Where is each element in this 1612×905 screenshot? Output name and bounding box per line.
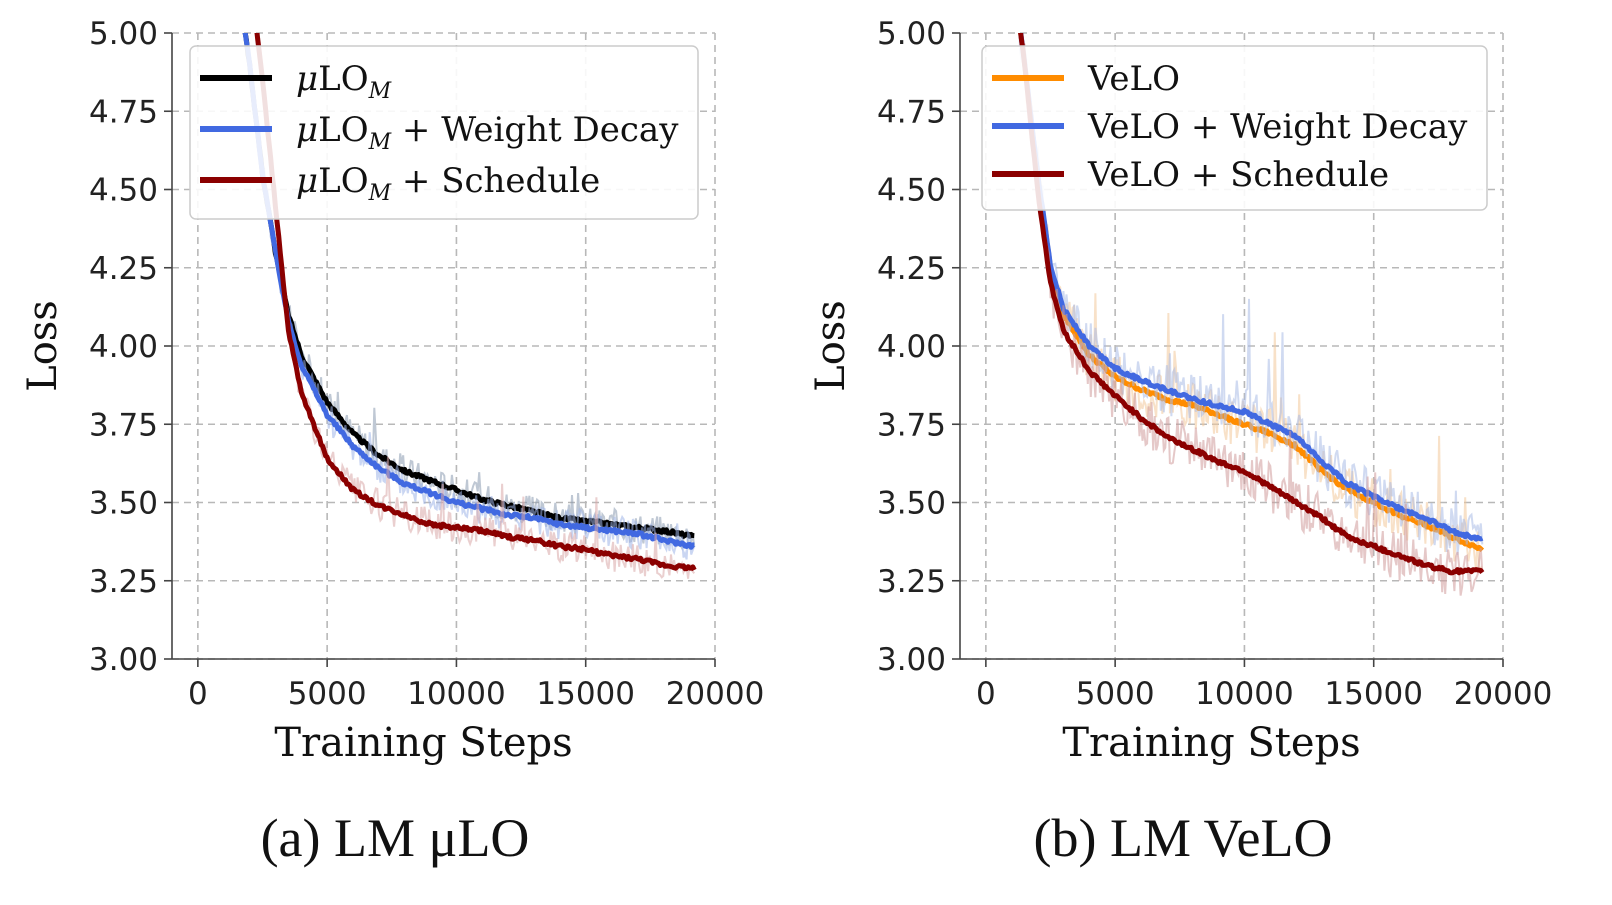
- y-tick-label: 3.25: [89, 564, 158, 600]
- series-line-2: [254, 33, 697, 572]
- x-tick-label: 20000: [1454, 676, 1553, 712]
- panel-caption: (b) LM VeLO: [1034, 808, 1333, 868]
- y-tick-label: 3.50: [89, 486, 158, 522]
- y-tick-label: 3.25: [877, 564, 946, 600]
- y-tick-label: 4.00: [89, 329, 158, 365]
- y-tick-label: 3.50: [877, 486, 946, 522]
- chart-panel-0: 0 5000 10000 15000 20000 3.00 3.25 3.50 3.75 4.00…: [20, 16, 765, 868]
- y-axis-label: Loss: [20, 300, 66, 392]
- chart-panel-1: 0 5000 10000 15000 20000 3.00 3.25 3.50 3.75 4.00…: [808, 16, 1553, 868]
- y-tick-label: 4.25: [877, 251, 946, 287]
- legend-entry: μLOM + Schedule: [296, 161, 600, 206]
- y-tick-label: 4.50: [89, 173, 158, 209]
- legend: VeLO VeLO + Weight Decay VeLO + Schedule: [981, 45, 1488, 211]
- x-tick-label: 0: [976, 676, 996, 712]
- legend-box: [981, 45, 1488, 211]
- y-tick-label: 3.75: [877, 407, 946, 443]
- y-axis-label: Loss: [808, 300, 854, 392]
- legend-entry: μLOM + Weight Decay: [296, 110, 679, 155]
- x-tick-label: 15000: [1324, 676, 1423, 712]
- y-tick-label: 4.50: [877, 173, 946, 209]
- y-tick-label: 3.00: [877, 642, 946, 678]
- series-noise-trace-2: [1018, 33, 1484, 596]
- y-tick-label: 4.00: [877, 329, 946, 365]
- plot-area: [1018, 33, 1485, 596]
- plot-area: [242, 33, 697, 579]
- series-noise-trace-1: [1018, 33, 1484, 556]
- legend-box: [189, 45, 699, 220]
- x-tick-label: 5000: [1076, 676, 1155, 712]
- x-tick-label: 20000: [666, 676, 765, 712]
- y-tick-label: 5.00: [877, 16, 946, 52]
- x-axis-label: Training Steps: [274, 720, 572, 766]
- y-tick-label: 4.25: [89, 251, 158, 287]
- x-tick-label: 0: [188, 676, 208, 712]
- x-tick-label: 10000: [1195, 676, 1294, 712]
- legend-entry: VeLO + Weight Decay: [1087, 107, 1468, 147]
- x-tick-label: 5000: [288, 676, 367, 712]
- legend: μLOM μLOM + Weight Decay μLOM + Schedule: [189, 45, 699, 220]
- y-tick-label: 4.75: [877, 94, 946, 130]
- legend-entry: μLOM: [296, 59, 392, 104]
- series-line-1: [242, 33, 696, 550]
- x-tick-label: 10000: [407, 676, 506, 712]
- y-tick-label: 5.00: [89, 16, 158, 52]
- legend-entry: VeLO + Schedule: [1087, 155, 1389, 195]
- legend-entry: VeLO: [1087, 59, 1180, 99]
- x-axis-label: Training Steps: [1062, 720, 1360, 766]
- series-line-2: [1018, 33, 1485, 576]
- y-tick-label: 4.75: [89, 94, 158, 130]
- y-tick-label: 3.75: [89, 407, 158, 443]
- y-tick-label: 3.00: [89, 642, 158, 678]
- x-tick-label: 15000: [536, 676, 635, 712]
- panel-caption: (a) LM μLO: [261, 808, 530, 868]
